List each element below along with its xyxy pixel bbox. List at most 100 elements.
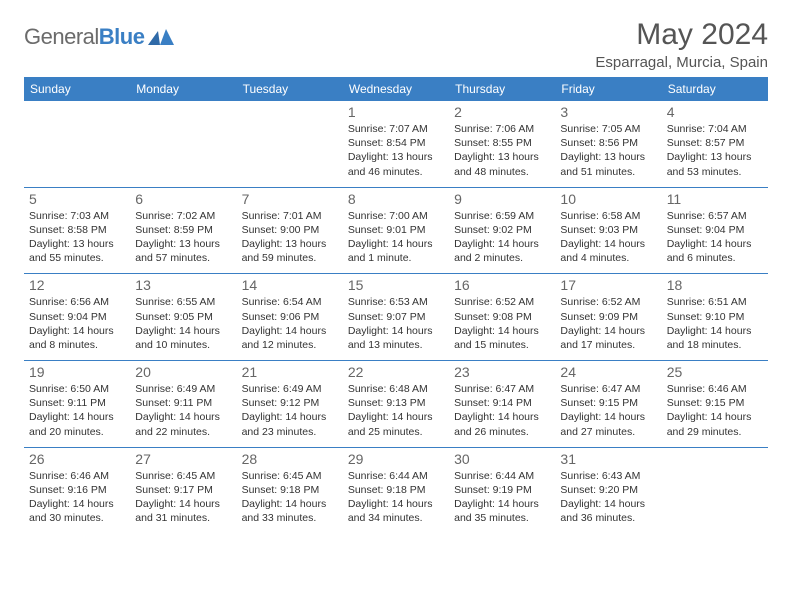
sunrise-line: Sunrise: 6:52 AM (560, 295, 656, 309)
sunrise-line: Sunrise: 6:59 AM (454, 209, 550, 223)
calendar-day-cell: 8Sunrise: 7:00 AMSunset: 9:01 PMDaylight… (343, 187, 449, 274)
daylight-line-2: and 4 minutes. (560, 251, 656, 265)
sunrise-line: Sunrise: 6:52 AM (454, 295, 550, 309)
sunset-line: Sunset: 8:58 PM (29, 223, 125, 237)
daylight-line-2: and 46 minutes. (348, 165, 444, 179)
day-number: 22 (348, 364, 444, 380)
daylight-line-2: and 53 minutes. (667, 165, 763, 179)
daylight-line-1: Daylight: 14 hours (454, 324, 550, 338)
daylight-line-2: and 31 minutes. (135, 511, 231, 525)
daylight-line-1: Daylight: 14 hours (29, 410, 125, 424)
calendar-day-cell: 3Sunrise: 7:05 AMSunset: 8:56 PMDaylight… (555, 101, 661, 187)
sunset-line: Sunset: 9:02 PM (454, 223, 550, 237)
daylight-line-1: Daylight: 13 hours (454, 150, 550, 164)
daylight-line-2: and 36 minutes. (560, 511, 656, 525)
calendar-day-cell: 5Sunrise: 7:03 AMSunset: 8:58 PMDaylight… (24, 187, 130, 274)
calendar-day-cell (130, 101, 236, 187)
calendar-day-cell: 7Sunrise: 7:01 AMSunset: 9:00 PMDaylight… (237, 187, 343, 274)
calendar-day-cell: 20Sunrise: 6:49 AMSunset: 9:11 PMDayligh… (130, 361, 236, 448)
daylight-line-1: Daylight: 14 hours (135, 410, 231, 424)
logo-word-2: Blue (99, 24, 145, 49)
daylight-line-1: Daylight: 14 hours (242, 324, 338, 338)
logo: GeneralBlue (24, 24, 174, 50)
daylight-line-1: Daylight: 14 hours (454, 410, 550, 424)
sunset-line: Sunset: 9:18 PM (242, 483, 338, 497)
sunset-line: Sunset: 9:01 PM (348, 223, 444, 237)
daylight-line-1: Daylight: 13 hours (242, 237, 338, 251)
sunset-line: Sunset: 9:11 PM (29, 396, 125, 410)
calendar-day-cell: 24Sunrise: 6:47 AMSunset: 9:15 PMDayligh… (555, 361, 661, 448)
sunrise-line: Sunrise: 7:07 AM (348, 122, 444, 136)
calendar-day-cell: 26Sunrise: 6:46 AMSunset: 9:16 PMDayligh… (24, 447, 130, 533)
daylight-line-2: and 27 minutes. (560, 425, 656, 439)
day-number: 10 (560, 191, 656, 207)
calendar-table: SundayMondayTuesdayWednesdayThursdayFrid… (24, 77, 768, 533)
weekday-header: Sunday (24, 77, 130, 101)
sunrise-line: Sunrise: 6:51 AM (667, 295, 763, 309)
calendar-day-cell: 29Sunrise: 6:44 AMSunset: 9:18 PMDayligh… (343, 447, 449, 533)
sunset-line: Sunset: 8:54 PM (348, 136, 444, 150)
daylight-line-2: and 13 minutes. (348, 338, 444, 352)
daylight-line-1: Daylight: 14 hours (560, 324, 656, 338)
calendar-day-cell: 27Sunrise: 6:45 AMSunset: 9:17 PMDayligh… (130, 447, 236, 533)
day-number: 13 (135, 277, 231, 293)
calendar-day-cell: 12Sunrise: 6:56 AMSunset: 9:04 PMDayligh… (24, 274, 130, 361)
calendar-week-row: 12Sunrise: 6:56 AMSunset: 9:04 PMDayligh… (24, 274, 768, 361)
day-number: 24 (560, 364, 656, 380)
calendar-day-cell: 25Sunrise: 6:46 AMSunset: 9:15 PMDayligh… (662, 361, 768, 448)
day-number: 17 (560, 277, 656, 293)
calendar-day-cell: 30Sunrise: 6:44 AMSunset: 9:19 PMDayligh… (449, 447, 555, 533)
day-number: 12 (29, 277, 125, 293)
daylight-line-2: and 22 minutes. (135, 425, 231, 439)
day-number: 28 (242, 451, 338, 467)
sunset-line: Sunset: 9:18 PM (348, 483, 444, 497)
sunset-line: Sunset: 8:55 PM (454, 136, 550, 150)
sunset-line: Sunset: 9:03 PM (560, 223, 656, 237)
daylight-line-2: and 25 minutes. (348, 425, 444, 439)
sunset-line: Sunset: 9:12 PM (242, 396, 338, 410)
sunrise-line: Sunrise: 7:04 AM (667, 122, 763, 136)
day-number: 16 (454, 277, 550, 293)
day-number: 5 (29, 191, 125, 207)
sunrise-line: Sunrise: 6:43 AM (560, 469, 656, 483)
daylight-line-2: and 48 minutes. (454, 165, 550, 179)
daylight-line-2: and 20 minutes. (29, 425, 125, 439)
daylight-line-2: and 33 minutes. (242, 511, 338, 525)
sunset-line: Sunset: 9:13 PM (348, 396, 444, 410)
calendar-week-row: 5Sunrise: 7:03 AMSunset: 8:58 PMDaylight… (24, 187, 768, 274)
weekday-header: Tuesday (237, 77, 343, 101)
sunrise-line: Sunrise: 6:48 AM (348, 382, 444, 396)
daylight-line-1: Daylight: 13 hours (135, 237, 231, 251)
daylight-line-1: Daylight: 14 hours (135, 497, 231, 511)
calendar-day-cell: 9Sunrise: 6:59 AMSunset: 9:02 PMDaylight… (449, 187, 555, 274)
daylight-line-1: Daylight: 13 hours (29, 237, 125, 251)
sunrise-line: Sunrise: 6:57 AM (667, 209, 763, 223)
sunrise-line: Sunrise: 6:50 AM (29, 382, 125, 396)
daylight-line-2: and 18 minutes. (667, 338, 763, 352)
sunset-line: Sunset: 9:08 PM (454, 310, 550, 324)
day-number: 29 (348, 451, 444, 467)
sunset-line: Sunset: 9:17 PM (135, 483, 231, 497)
calendar-body: 1Sunrise: 7:07 AMSunset: 8:54 PMDaylight… (24, 101, 768, 533)
sunrise-line: Sunrise: 7:01 AM (242, 209, 338, 223)
sunrise-line: Sunrise: 6:45 AM (242, 469, 338, 483)
daylight-line-2: and 12 minutes. (242, 338, 338, 352)
day-number: 8 (348, 191, 444, 207)
sunrise-line: Sunrise: 6:44 AM (454, 469, 550, 483)
weekday-header: Friday (555, 77, 661, 101)
day-number: 31 (560, 451, 656, 467)
daylight-line-2: and 55 minutes. (29, 251, 125, 265)
sunset-line: Sunset: 9:11 PM (135, 396, 231, 410)
calendar-day-cell (662, 447, 768, 533)
sunset-line: Sunset: 8:59 PM (135, 223, 231, 237)
calendar-day-cell: 2Sunrise: 7:06 AMSunset: 8:55 PMDaylight… (449, 101, 555, 187)
sunrise-line: Sunrise: 6:49 AM (242, 382, 338, 396)
calendar-day-cell: 18Sunrise: 6:51 AMSunset: 9:10 PMDayligh… (662, 274, 768, 361)
calendar-day-cell: 10Sunrise: 6:58 AMSunset: 9:03 PMDayligh… (555, 187, 661, 274)
sunset-line: Sunset: 9:09 PM (560, 310, 656, 324)
sunrise-line: Sunrise: 6:46 AM (29, 469, 125, 483)
daylight-line-1: Daylight: 13 hours (667, 150, 763, 164)
day-number: 2 (454, 104, 550, 120)
logo-text: GeneralBlue (24, 24, 144, 50)
calendar-day-cell: 22Sunrise: 6:48 AMSunset: 9:13 PMDayligh… (343, 361, 449, 448)
